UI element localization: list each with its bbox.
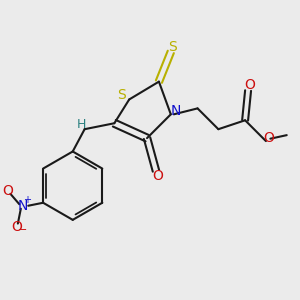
Text: +: + bbox=[23, 195, 31, 206]
Text: −: − bbox=[18, 224, 27, 235]
Text: N: N bbox=[17, 199, 28, 213]
Text: O: O bbox=[263, 130, 274, 145]
Text: O: O bbox=[152, 169, 163, 183]
Text: N: N bbox=[171, 104, 181, 118]
Text: S: S bbox=[168, 40, 177, 54]
Text: O: O bbox=[244, 78, 255, 92]
Text: S: S bbox=[117, 88, 126, 102]
Text: O: O bbox=[11, 220, 22, 233]
Text: O: O bbox=[2, 184, 13, 198]
Text: H: H bbox=[77, 118, 86, 131]
